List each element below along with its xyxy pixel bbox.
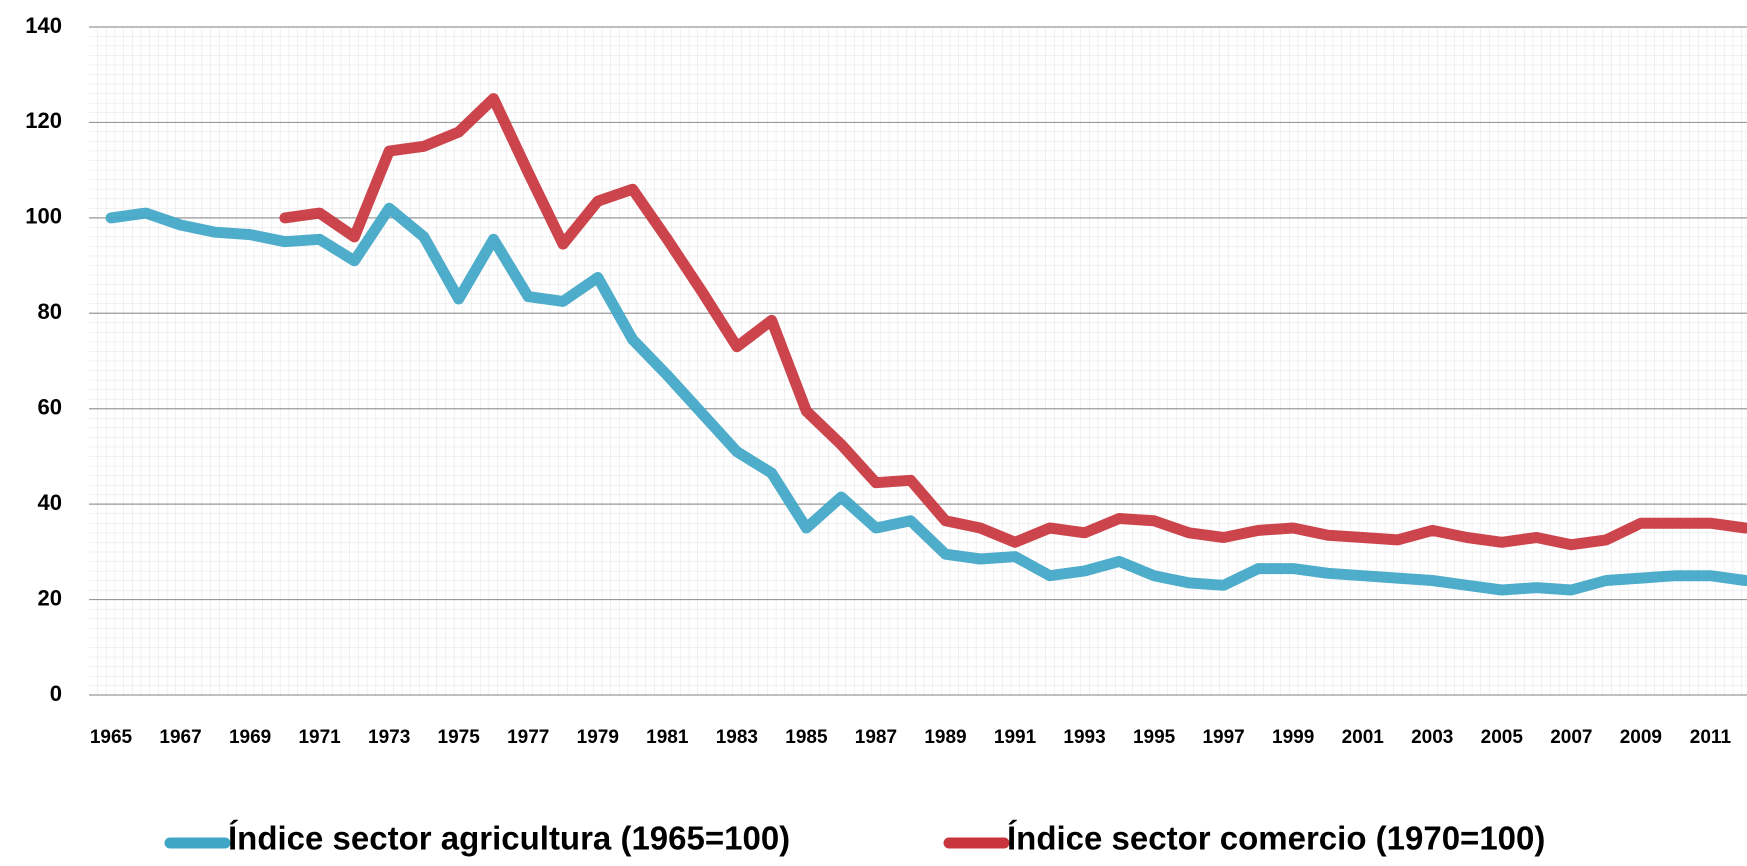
- x-tick-label: 1995: [1133, 727, 1176, 748]
- x-tick-label: 1983: [716, 727, 758, 748]
- x-tick-label: 2001: [1342, 727, 1385, 748]
- y-tick-label: 40: [38, 490, 62, 515]
- x-tick-label: 1967: [159, 727, 201, 748]
- x-tick-label: 1991: [994, 727, 1037, 748]
- y-tick-label: 20: [38, 585, 62, 610]
- x-tick-label: 2007: [1550, 727, 1592, 748]
- series-line: [105, 202, 1747, 596]
- x-tick-label: 1999: [1272, 727, 1314, 748]
- x-tick-label: 1977: [507, 727, 549, 748]
- x-tick-label: 2005: [1481, 727, 1524, 748]
- legend-label: Índice sector comercio (1970=100): [1007, 820, 1545, 857]
- x-tick-label: 1975: [438, 727, 481, 748]
- y-tick-label: 80: [38, 299, 62, 324]
- y-tick-label: 140: [25, 13, 62, 38]
- x-tick-label: 1997: [1202, 727, 1244, 748]
- x-tick-label: 2003: [1411, 727, 1453, 748]
- x-tick-label: 2009: [1620, 727, 1662, 748]
- x-tick-label: 1969: [229, 727, 271, 748]
- y-tick-label: 60: [38, 395, 62, 420]
- x-tick-label: 1987: [855, 727, 897, 748]
- x-tick-label: 1981: [646, 727, 689, 748]
- legend-label: Índice sector agricultura (1965=100): [228, 820, 790, 857]
- x-tick-label: 1993: [1063, 727, 1105, 748]
- x-tick-label: 1979: [577, 727, 619, 748]
- x-tick-label: 1965: [90, 727, 133, 748]
- series-line: [279, 93, 1747, 551]
- x-tick-label: 2011: [1690, 727, 1732, 748]
- x-tick-label: 1973: [368, 727, 410, 748]
- y-tick-label: 120: [25, 108, 62, 133]
- x-tick-label: 1985: [785, 727, 828, 748]
- y-tick-label: 100: [25, 204, 62, 229]
- y-tick-label: 0: [50, 681, 62, 706]
- x-tick-label: 1971: [298, 727, 341, 748]
- x-tick-label: 1989: [924, 727, 966, 748]
